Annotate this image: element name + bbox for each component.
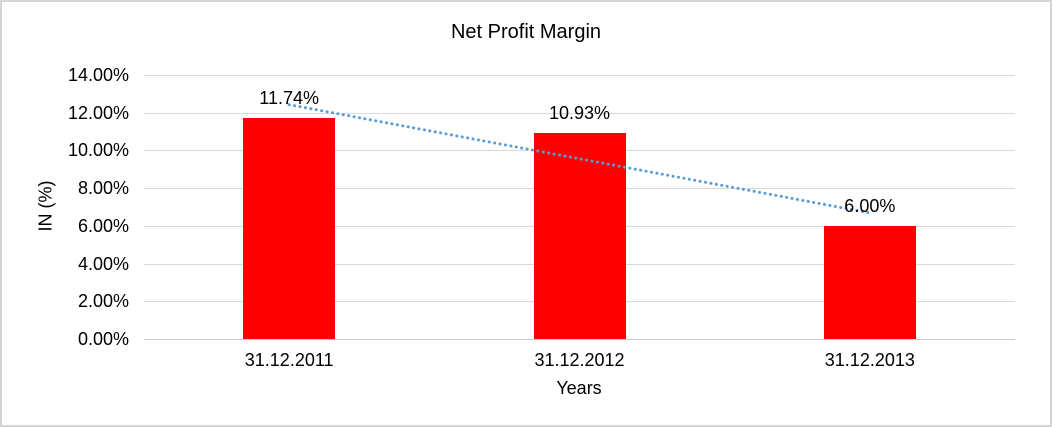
x-category-label: 31.12.2011 xyxy=(244,350,334,370)
y-tick-label: 2.00% xyxy=(77,291,129,312)
y-tick-label: 14.00% xyxy=(67,65,129,85)
y-tick-label: 4.00% xyxy=(77,253,129,274)
bar-value-label: 6.00% xyxy=(844,195,896,216)
y-tick-label: 12.00% xyxy=(67,102,129,123)
plot-area xyxy=(144,75,1015,340)
y-tick-label: 6.00% xyxy=(77,215,129,236)
y-tick-label: 10.00% xyxy=(67,140,129,161)
x-category-label: 31.12.2012 xyxy=(534,350,625,370)
chart-title: Net Profit Margin xyxy=(450,21,602,43)
x-axis-line xyxy=(144,339,1015,340)
y-tick-label: 0.00% xyxy=(77,329,129,349)
bar-value-label: 10.93% xyxy=(548,102,611,123)
bar-value-label: 11.74% xyxy=(259,87,320,108)
bar xyxy=(533,132,626,339)
x-axis-title: Years xyxy=(556,378,602,398)
gridline xyxy=(144,75,1015,76)
bar xyxy=(243,117,336,339)
y-tick-label: 8.00% xyxy=(77,178,129,199)
x-category-label: 31.12.2013 xyxy=(824,350,915,370)
bar xyxy=(823,225,916,339)
